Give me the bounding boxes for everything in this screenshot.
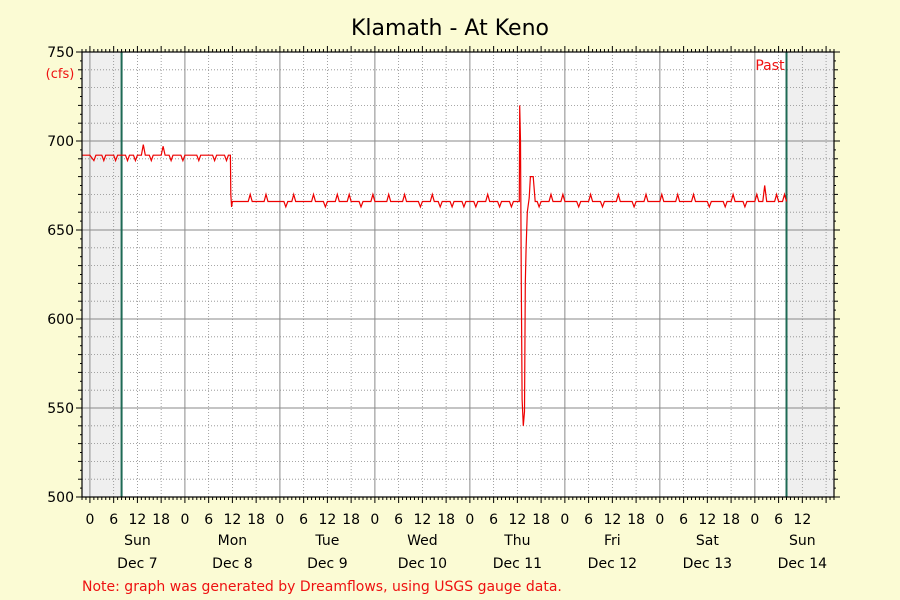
y-tick-label: 500 bbox=[47, 490, 74, 506]
x-tick-label: 0 bbox=[465, 512, 474, 528]
x-tick-label: 0 bbox=[370, 512, 379, 528]
x-tick-label: 6 bbox=[299, 512, 308, 528]
y-tick-label: 600 bbox=[47, 312, 74, 328]
y-tick-label: 700 bbox=[47, 134, 74, 150]
x-tick-label: 18 bbox=[437, 512, 455, 528]
day-label: Tue bbox=[314, 533, 339, 549]
date-label: Dec 13 bbox=[683, 556, 732, 572]
flow-series-line bbox=[82, 105, 788, 426]
x-tick-label: 12 bbox=[128, 512, 146, 528]
date-label: Dec 14 bbox=[778, 556, 827, 572]
x-tick-label: 12 bbox=[508, 512, 526, 528]
chart-title: Klamath - At Keno bbox=[351, 16, 549, 41]
x-tick-label: 18 bbox=[627, 512, 645, 528]
x-tick-label: 18 bbox=[152, 512, 170, 528]
x-tick-label: 18 bbox=[722, 512, 740, 528]
x-tick-label: 6 bbox=[679, 512, 688, 528]
x-tick-label: 0 bbox=[85, 512, 94, 528]
day-label: Wed bbox=[407, 533, 438, 549]
day-label: Sat bbox=[696, 533, 719, 549]
x-tick-label: 0 bbox=[750, 512, 759, 528]
date-label: Dec 9 bbox=[307, 556, 347, 572]
x-tick-label: 0 bbox=[275, 512, 284, 528]
x-tick-label: 6 bbox=[774, 512, 783, 528]
footnote: Note: graph was generated by Dreamflows,… bbox=[82, 579, 562, 595]
date-label: Dec 11 bbox=[493, 556, 542, 572]
x-tick-label: 12 bbox=[698, 512, 716, 528]
x-tick-label: 0 bbox=[180, 512, 189, 528]
y-tick-label: 750 bbox=[47, 45, 74, 61]
x-tick-label: 0 bbox=[560, 512, 569, 528]
x-tick-label: 12 bbox=[793, 512, 811, 528]
x-tick-label: 6 bbox=[584, 512, 593, 528]
x-tick-label: 12 bbox=[223, 512, 241, 528]
x-tick-label: 6 bbox=[394, 512, 403, 528]
past-label: Past bbox=[755, 58, 785, 74]
date-label: Dec 7 bbox=[117, 556, 157, 572]
y-tick-label: 650 bbox=[47, 223, 74, 239]
day-label: Sun bbox=[789, 533, 816, 549]
date-label: Dec 10 bbox=[398, 556, 447, 572]
date-label: Dec 12 bbox=[588, 556, 637, 572]
x-tick-label: 12 bbox=[413, 512, 431, 528]
x-tick-label: 12 bbox=[318, 512, 336, 528]
y-tick-label: 550 bbox=[47, 401, 74, 417]
x-tick-label: 6 bbox=[489, 512, 498, 528]
x-tick-label: 12 bbox=[603, 512, 621, 528]
y-unit-label: (cfs) bbox=[46, 67, 75, 82]
day-label: Mon bbox=[218, 533, 248, 549]
x-tick-label: 0 bbox=[655, 512, 664, 528]
x-tick-label: 18 bbox=[247, 512, 265, 528]
x-tick-label: 18 bbox=[342, 512, 360, 528]
shaded-region-left bbox=[82, 52, 122, 497]
x-tick-label: 18 bbox=[532, 512, 550, 528]
x-tick-label: 6 bbox=[204, 512, 213, 528]
day-label: Sun bbox=[124, 533, 151, 549]
day-label: Fri bbox=[604, 533, 621, 549]
x-tick-label: 6 bbox=[109, 512, 118, 528]
date-label: Dec 8 bbox=[212, 556, 252, 572]
plot-background bbox=[82, 52, 834, 497]
shaded-region-right bbox=[786, 52, 834, 497]
day-label: Thu bbox=[503, 533, 530, 549]
